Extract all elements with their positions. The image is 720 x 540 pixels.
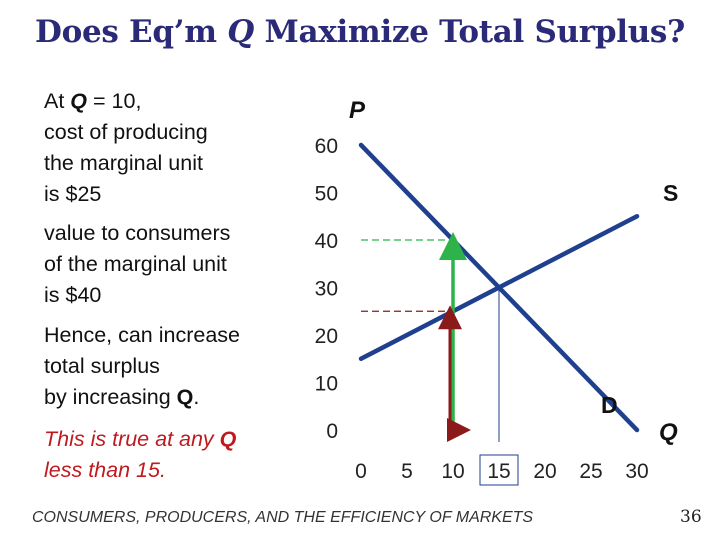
y-tick-label: 60	[315, 135, 338, 158]
page-number: 36	[680, 507, 702, 527]
x-tick-label: 15	[487, 460, 510, 483]
y-axis-label: P	[349, 97, 366, 124]
cost-paragraph: At Q = 10, cost of producing the margina…	[44, 89, 208, 206]
x-axis-label: Q	[659, 419, 678, 446]
x-tick-label: 30	[625, 460, 648, 483]
x-tick-label: 20	[533, 460, 556, 483]
conclusion-paragraph: Hence, can increase total surplus by inc…	[44, 323, 240, 409]
highlighted-tick-box	[479, 454, 519, 486]
y-tick-label: 30	[315, 278, 338, 301]
y-tick-label: 40	[315, 230, 338, 253]
emphasis-paragraph: This is true at any Q less than 15.	[44, 427, 237, 482]
value-paragraph: value to consumers of the marginal unit …	[44, 221, 231, 307]
x-tick-label: 10	[441, 460, 464, 483]
supply-label: S	[663, 180, 678, 206]
guide-lines	[361, 239, 500, 442]
x-tick-label: 5	[401, 460, 413, 483]
y-tick-label: 20	[315, 325, 338, 348]
x-tick-label: 25	[579, 460, 602, 483]
y-tick-label: 10	[315, 373, 338, 396]
slide-title: Does Eq’m Q Maximize Total Surplus?	[35, 14, 685, 50]
footer-text: CONSUMERS, PRODUCERS, AND THE EFFICIENCY…	[32, 509, 534, 526]
x-tick-label: 0	[355, 460, 367, 483]
y-tick-label: 0	[326, 420, 338, 443]
y-tick-label: 50	[315, 183, 338, 206]
axis-ticks: 0 10 20 30 40 50 60 0 5 10 15 20 25 30	[315, 135, 649, 486]
supply-curve	[358, 214, 640, 361]
curves	[358, 142, 640, 442]
demand-label: D	[601, 392, 618, 418]
